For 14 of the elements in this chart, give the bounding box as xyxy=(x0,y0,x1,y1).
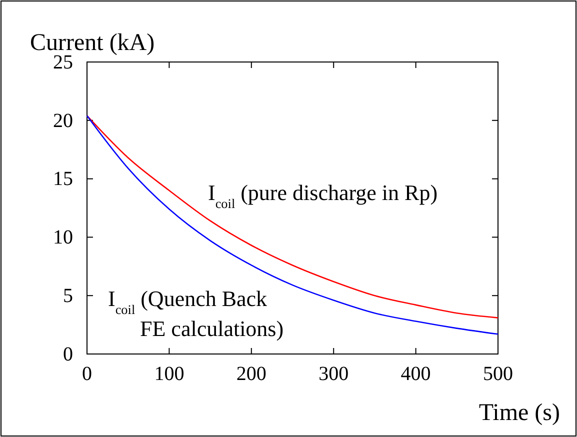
x-tick-label: 100 xyxy=(154,363,184,386)
x-tick-label: 400 xyxy=(400,363,431,386)
y-tick-label: 10 xyxy=(53,226,73,249)
x-tick-label: 200 xyxy=(236,363,266,386)
y-tick-label: 20 xyxy=(53,110,73,132)
x-tick-label: 500 xyxy=(483,363,513,386)
x-tick-label: 0 xyxy=(82,363,92,386)
x-tick-label: 300 xyxy=(318,363,349,386)
y-tick-label: 0 xyxy=(63,343,73,366)
x-axis-title: Time (s) xyxy=(478,400,560,426)
annotation: I$_{coil}$ (Quench Back FE calculations) xyxy=(108,286,284,341)
y-tick-label: 15 xyxy=(53,168,73,190)
y-tick-label: 5 xyxy=(63,285,73,307)
annotation: I$_{coil}$ (pure discharge in Rp) xyxy=(208,180,438,210)
